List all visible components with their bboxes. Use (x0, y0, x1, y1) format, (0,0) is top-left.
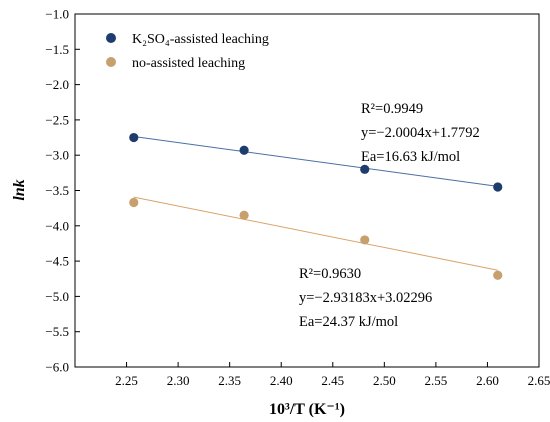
legend-entry-no-assisted: no-assisted leaching (106, 56, 245, 71)
y-axis-title: lnk (11, 179, 28, 200)
y-tick-label: −5.0 (45, 289, 69, 304)
data-point (239, 210, 249, 220)
x-tick-label: 2.65 (528, 373, 550, 388)
data-point (493, 182, 503, 192)
x-tick-label: 2.25 (115, 373, 138, 388)
y-tick-label: −4.5 (45, 254, 69, 269)
x-tick-label: 2.40 (270, 373, 293, 388)
annotation-r2: R²=0.9630 (299, 266, 361, 282)
fit-line (133, 136, 498, 187)
x-tick-label: 2.45 (321, 373, 344, 388)
data-point (360, 235, 370, 245)
y-tick-label: −3.0 (45, 148, 69, 163)
y-tick-label: −1.5 (45, 42, 69, 57)
legend-label: K₂SO₄-assisted leaching (132, 32, 269, 47)
legend-marker (106, 33, 116, 43)
annotation-equation: y=−2.0004x+1.7792 (361, 125, 480, 141)
x-tick-label: 2.50 (373, 373, 396, 388)
fit-lines (133, 136, 498, 271)
y-tick-label: −2.0 (45, 77, 69, 92)
data-point (129, 197, 139, 208)
data-point (360, 164, 370, 174)
legend-marker (106, 57, 116, 67)
y-tick-label: −5.5 (45, 324, 69, 339)
legend-label: no-assisted leaching (132, 56, 245, 71)
x-tick-label: 2.55 (425, 373, 448, 388)
y-tick-label: −3.5 (45, 183, 69, 198)
y-tick-label: −6.0 (45, 360, 69, 375)
data-points (129, 132, 503, 280)
x-tick-label: 2.30 (167, 373, 190, 388)
annotation-r2: R²=0.9949 (361, 101, 423, 117)
data-point (239, 145, 249, 155)
annotation-ea: Ea=16.63 kJ/mol (361, 149, 460, 165)
fit-line (133, 196, 498, 271)
y-tick-label: −1.0 (45, 7, 69, 22)
legend: K₂SO₄-assisted leaching no-assisted leac… (106, 32, 269, 71)
data-point (129, 132, 139, 143)
data-point (493, 270, 503, 280)
annotation-equation: y=−2.93183x+3.02296 (299, 290, 432, 306)
axis-ticks: 2.25 2.30 2.35 2.40 2.45 2.50 2.55 2.60 2.65 −1.0… (45, 7, 550, 389)
x-axis-title: 10³/T (K⁻¹) (269, 401, 345, 418)
x-tick-label: 2.60 (476, 373, 499, 388)
legend-entry-k2so4: K₂SO₄-assisted leaching (106, 32, 269, 47)
y-tick-label: −4.0 (45, 218, 69, 233)
annotation-no-assisted: R²=0.9630 y=−2.93183x+3.02296 Ea=24.37 k… (299, 266, 432, 330)
x-tick-label: 2.35 (218, 373, 241, 388)
annotation-k2so4: R²=0.9949 y=−2.0004x+1.7792 Ea=16.63 kJ/… (361, 101, 480, 165)
annotation-ea: Ea=24.37 kJ/mol (299, 314, 398, 330)
y-tick-label: −2.5 (45, 112, 69, 127)
